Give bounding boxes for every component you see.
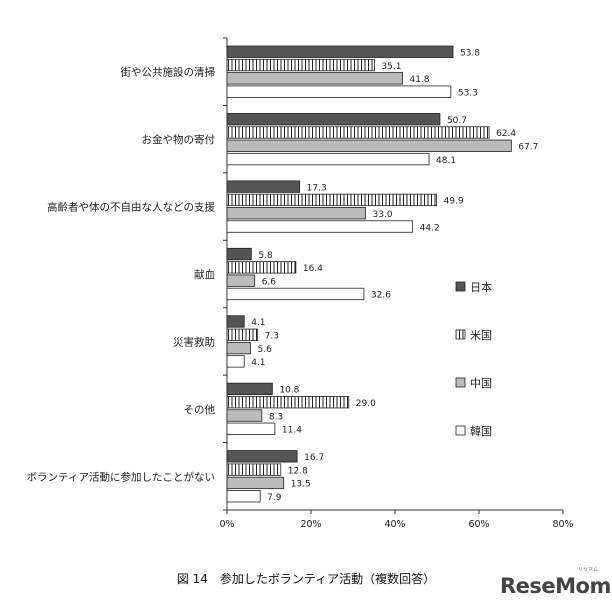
- legend-label: 韓国: [470, 425, 492, 438]
- bar: [226, 450, 298, 463]
- data-label: 50.7: [447, 116, 467, 126]
- bar: [226, 113, 441, 126]
- data-label: 7.3: [265, 332, 279, 342]
- x-tick-label: 60%: [468, 519, 489, 530]
- legend-label: 中国: [470, 377, 492, 390]
- bar: [226, 490, 261, 503]
- data-label: 48.1: [436, 156, 456, 166]
- data-label: 49.9: [444, 197, 464, 207]
- bar: [226, 85, 452, 98]
- bar: [226, 382, 273, 396]
- x-tick-label: 0%: [219, 519, 234, 530]
- bar: [226, 45, 454, 58]
- legend-label: 日本: [470, 280, 492, 294]
- bar: [226, 341, 251, 355]
- x-tick-label: 80%: [552, 519, 573, 530]
- bar: [226, 139, 512, 152]
- bar: [226, 287, 365, 301]
- category-label: ボランティア活動に参加したことがない: [27, 470, 215, 483]
- category-label: 災害救助: [173, 335, 215, 348]
- data-label: 17.3: [307, 183, 327, 193]
- data-label: 67.7: [518, 143, 538, 153]
- legend-swatch: [455, 281, 466, 292]
- data-label: 4.1: [251, 318, 265, 328]
- category-label: 街や公共施設の清掃: [121, 66, 216, 79]
- legend-swatch: [455, 425, 466, 436]
- figure-caption: 図 14 参加したボランティア活動（複数回答）: [176, 572, 436, 586]
- brand-sub-label: リセマム: [578, 567, 599, 573]
- data-label: 13.5: [291, 480, 311, 490]
- bar: [226, 207, 367, 220]
- legend-swatch: [455, 377, 466, 388]
- data-label: 33.0: [373, 210, 393, 220]
- data-label: 41.8: [410, 75, 430, 85]
- bar: [226, 126, 490, 139]
- bar: [226, 152, 430, 166]
- legend-label: 米国: [470, 329, 492, 342]
- data-label: 12.8: [288, 466, 308, 476]
- bar: [226, 476, 285, 490]
- data-label: 16.4: [303, 264, 323, 274]
- data-label: 35.1: [381, 62, 401, 72]
- bar: [226, 274, 256, 287]
- data-label: 44.2: [420, 223, 440, 233]
- bar: [226, 72, 403, 85]
- bar: [226, 463, 282, 476]
- bar: [226, 328, 259, 341]
- data-label: 29.0: [356, 399, 376, 409]
- category-label: 高齢者や体の不自由な人などの支援: [47, 201, 215, 214]
- bar: [226, 422, 276, 435]
- data-label: 7.9: [267, 493, 282, 503]
- category-label: 献血: [194, 268, 215, 281]
- bar: [226, 247, 252, 261]
- bar: [226, 180, 301, 193]
- bar: [226, 355, 245, 368]
- bar-chart: 0% 20% 40% 60% 80% 街や公共施設の清掃 53.8 35.1 41.8 53.3 お…: [27, 37, 574, 530]
- data-label: 8.3: [269, 412, 283, 422]
- data-label: 5.6: [258, 345, 273, 355]
- legend-swatch: [455, 329, 466, 340]
- data-label: 5.8: [258, 251, 273, 261]
- category-label: お金や物の寄付: [142, 133, 216, 146]
- data-label: 62.4: [496, 129, 516, 139]
- x-tick-label: 40%: [384, 519, 405, 530]
- brand-logo: ReseMom: [500, 574, 611, 598]
- bar: [226, 193, 437, 207]
- x-tick-label: 20%: [300, 519, 321, 530]
- bar: [226, 315, 245, 328]
- bar: [226, 220, 414, 233]
- data-label: 6.6: [262, 277, 277, 287]
- data-label: 53.3: [458, 88, 478, 98]
- data-label: 32.6: [371, 291, 391, 301]
- data-label: 4.1: [251, 358, 265, 368]
- data-label: 16.7: [304, 453, 324, 463]
- bar: [226, 58, 375, 72]
- bar: [226, 261, 297, 274]
- bar: [226, 409, 263, 422]
- category-label: その他: [184, 403, 216, 416]
- data-label: 11.4: [282, 426, 302, 436]
- bar: [226, 396, 350, 409]
- data-label: 10.8: [279, 386, 299, 396]
- data-label: 53.8: [460, 49, 480, 59]
